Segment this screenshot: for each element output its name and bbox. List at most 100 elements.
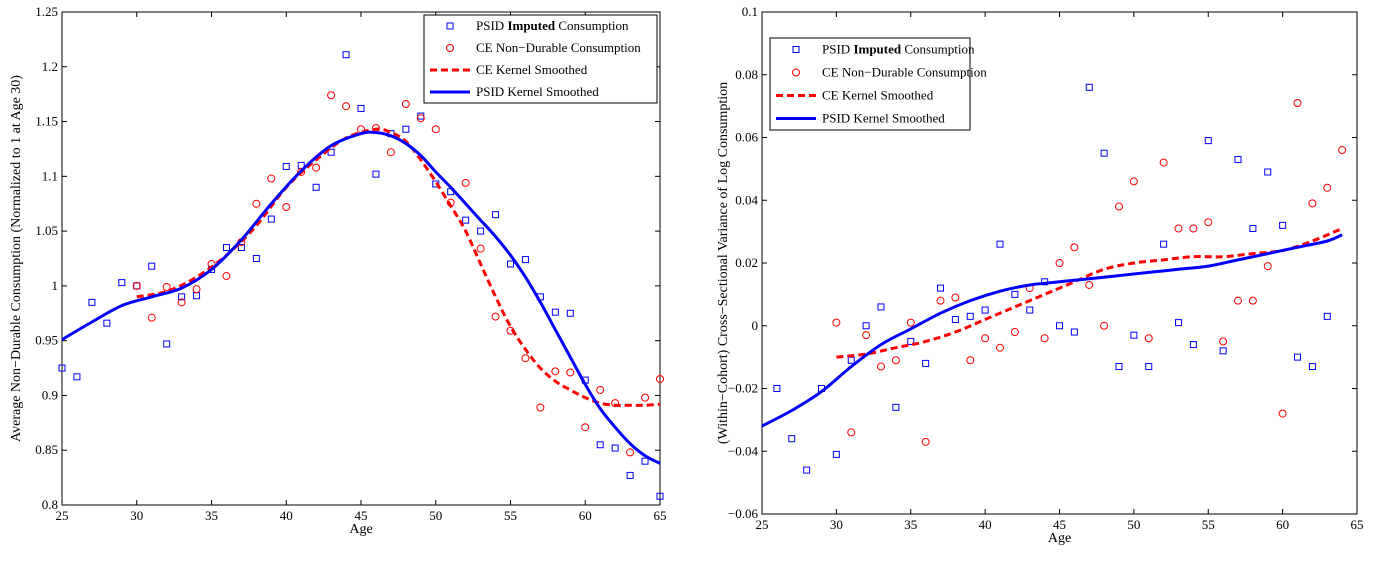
psid-point xyxy=(1026,306,1034,314)
psid-point xyxy=(1249,224,1257,232)
ce-point xyxy=(297,167,306,176)
ce-point xyxy=(996,343,1004,352)
ce-point xyxy=(641,393,650,402)
x-tick-label: 45 xyxy=(355,508,368,523)
psid-point xyxy=(1085,83,1093,91)
ce-point xyxy=(877,362,885,371)
y-tick-label: 0.1 xyxy=(742,4,758,19)
psid-point xyxy=(1160,240,1168,248)
ce-point xyxy=(222,272,231,281)
ce-point xyxy=(1278,409,1287,418)
psid-point xyxy=(372,170,380,178)
psid-point xyxy=(566,309,574,317)
ce-point xyxy=(1293,98,1302,107)
ce-point xyxy=(1308,199,1317,208)
psid-point xyxy=(148,262,156,270)
ce-point xyxy=(1144,334,1153,343)
psid-point xyxy=(1011,290,1019,298)
psid-point xyxy=(1056,322,1063,330)
x-tick-label: 35 xyxy=(904,517,917,532)
psid-point xyxy=(521,256,529,264)
ce-point xyxy=(252,199,261,208)
x-tick-label: 30 xyxy=(830,517,843,532)
psid-point xyxy=(892,403,900,411)
psid-point xyxy=(551,308,559,316)
psid-point xyxy=(118,279,126,287)
y-tick-label: 1.15 xyxy=(35,114,58,129)
psid-point xyxy=(1294,353,1301,361)
psid-point xyxy=(252,255,260,262)
ce-point xyxy=(981,334,990,343)
x-tick-label: 25 xyxy=(756,517,769,532)
x-axis-label: Age xyxy=(1048,531,1071,546)
ce-point xyxy=(581,423,590,432)
ce-point xyxy=(921,437,930,446)
psid-point xyxy=(1100,149,1108,157)
psid-point xyxy=(981,306,989,314)
y-tick-label: 0 xyxy=(752,318,759,333)
ce-point xyxy=(1070,243,1079,252)
ce-point xyxy=(177,298,186,307)
x-axis-label: Age xyxy=(349,522,372,537)
psid-point xyxy=(163,340,171,348)
ce-point xyxy=(966,356,975,365)
ce-point xyxy=(1263,262,1272,271)
ce-point xyxy=(1323,183,1332,192)
ce-kernel-line xyxy=(836,227,1343,359)
psid-point xyxy=(222,244,230,252)
psid-point xyxy=(492,211,500,219)
y-tick-label: 0.06 xyxy=(735,130,758,145)
x-tick-label: 55 xyxy=(504,508,517,523)
ce-point xyxy=(327,91,336,100)
psid-kernel-line xyxy=(61,130,661,465)
legend: PSID Imputed Consumption CE Non−Durable C… xyxy=(769,37,987,131)
ce-point xyxy=(416,114,425,123)
legend-label: PSID Kernel Smoothed xyxy=(476,84,599,99)
x-tick-label: 60 xyxy=(579,508,592,523)
ce-point xyxy=(1055,259,1064,267)
ce-point xyxy=(491,312,500,321)
y-tick-label: 0.9 xyxy=(42,387,58,402)
ce-point xyxy=(951,293,960,302)
legend-label: PSID Imputed Consumption xyxy=(476,18,629,33)
psid-point xyxy=(267,215,275,223)
legend-square-marker xyxy=(792,46,800,53)
y-tick-label: 0.85 xyxy=(35,442,58,457)
psid-point xyxy=(1204,137,1212,145)
psid-point xyxy=(193,292,201,300)
psid-point xyxy=(966,312,974,320)
legend-label: PSID Kernel Smoothed xyxy=(822,111,945,126)
psid-point xyxy=(803,466,811,474)
y-axis-label: Average Non−Durable Consumption (Normali… xyxy=(9,75,24,442)
chart-panel-1: 25 30 35 40 45 50 55 60 65 0.8 0.85 0.9 0.95 1 1.05 1.1… xyxy=(9,4,667,537)
ce-point xyxy=(891,356,900,365)
legend-label: CE Non−Durable Consumption xyxy=(476,40,641,55)
ce-point xyxy=(162,282,171,291)
psid-point xyxy=(58,364,66,372)
chart-panel-2: 25 30 35 40 45 50 55 60 65 −0.06 −0.04 −0.02 0 0.02 0.… xyxy=(716,4,1364,546)
psid-point xyxy=(1308,363,1316,371)
psid-point xyxy=(1145,363,1153,371)
psid-point xyxy=(402,125,410,133)
x-tick-label: 30 xyxy=(130,508,143,523)
legend-label: PSID Imputed Consumption xyxy=(822,42,975,57)
ce-point xyxy=(386,148,395,157)
ce-point xyxy=(566,368,575,377)
psid-point xyxy=(1175,319,1182,327)
psid-point xyxy=(996,240,1004,248)
ce-point xyxy=(1219,337,1228,346)
ce-point xyxy=(342,102,351,111)
ce-point xyxy=(551,367,560,376)
x-tick-label: 50 xyxy=(429,508,442,523)
legend-box xyxy=(769,37,971,131)
psid-point xyxy=(1219,347,1227,355)
psid-point xyxy=(641,457,649,465)
psid-point xyxy=(951,315,959,323)
legend-square-marker xyxy=(446,22,454,30)
y-tick-label: 0.8 xyxy=(42,497,58,512)
ce-point xyxy=(1338,146,1347,155)
psid-point xyxy=(1070,328,1078,336)
y-tick-label: 1.25 xyxy=(35,4,58,19)
psid-point xyxy=(877,303,885,311)
